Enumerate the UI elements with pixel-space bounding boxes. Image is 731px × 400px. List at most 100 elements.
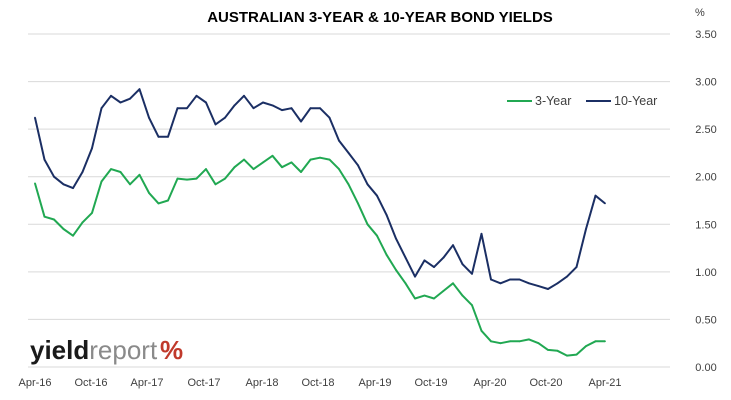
data-point-3-year	[233, 166, 236, 169]
logo-text-bold: yield	[30, 335, 89, 365]
data-point-3-year	[195, 177, 198, 180]
data-point-10-year	[43, 158, 46, 161]
data-point-10-year	[385, 213, 388, 216]
data-point-3-year	[205, 168, 207, 171]
data-point-10-year	[100, 107, 103, 110]
data-point-10-year	[214, 123, 217, 126]
data-point-10-year	[347, 152, 350, 154]
data-point-10-year	[243, 94, 245, 97]
x-tick-label: Oct-19	[414, 377, 447, 389]
data-point-10-year	[395, 237, 397, 240]
y-tick-label: 0.50	[695, 314, 716, 326]
x-axis-ticks: Apr-16 Oct-16 Apr-17 Oct-17 Apr-18 Oct-18 Apr-…	[18, 377, 621, 389]
legend-label-10-year: 10-Year	[614, 94, 657, 108]
data-point-3-year	[186, 178, 188, 181]
data-point-3-year	[442, 290, 445, 292]
data-point-3-year	[395, 269, 397, 271]
data-point-10-year	[442, 256, 445, 259]
data-point-3-year	[499, 342, 502, 345]
logo-percent-icon: %	[160, 335, 183, 365]
data-point-3-year	[585, 345, 587, 347]
data-point-3-year	[404, 282, 407, 285]
data-point-10-year	[328, 116, 331, 119]
data-point-10-year	[81, 171, 84, 173]
data-point-10-year	[309, 107, 312, 110]
legend: 3-Year 10-Year	[507, 94, 657, 108]
data-point-10-year	[461, 263, 464, 266]
data-point-3-year	[480, 329, 483, 332]
data-point-3-year	[281, 166, 283, 169]
data-point-3-year	[575, 353, 578, 356]
logo-text-light: report	[89, 335, 158, 365]
data-point-10-year	[233, 104, 236, 107]
data-point-3-year	[376, 234, 378, 237]
data-point-10-year	[119, 101, 122, 104]
data-point-10-year	[585, 228, 587, 230]
data-point-10-year	[300, 120, 302, 123]
data-point-10-year	[157, 135, 160, 138]
data-point-3-year	[224, 177, 226, 180]
data-point-10-year	[575, 266, 578, 268]
data-point-10-year	[480, 232, 483, 235]
x-tick-label: Apr-21	[588, 377, 621, 389]
data-point-10-year	[537, 285, 540, 287]
data-point-10-year	[138, 88, 141, 91]
data-point-10-year	[72, 187, 74, 190]
data-point-10-year	[518, 278, 521, 281]
data-point-3-year	[471, 304, 473, 307]
data-point-10-year	[423, 259, 426, 262]
y-tick-label: 2.50	[695, 124, 716, 136]
data-point-10-year	[62, 183, 65, 186]
logo-wordmark: yieldreport	[30, 335, 158, 365]
yieldreport-logo: yieldreport %	[30, 335, 183, 365]
chart-title: AUSTRALIAN 3-YEAR & 10-YEAR BOND YIELDS	[207, 9, 553, 26]
data-point-10-year	[290, 107, 293, 110]
data-point-3-year	[518, 340, 521, 343]
data-point-10-year	[433, 266, 435, 268]
data-point-3-year	[119, 171, 122, 173]
data-point-3-year	[290, 161, 293, 164]
y-tick-label: 3.00	[695, 77, 716, 89]
x-tick-label: Apr-17	[130, 377, 163, 389]
data-point-10-year	[195, 94, 198, 97]
y-tick-label: 1.50	[695, 219, 716, 231]
data-point-3-year	[262, 161, 264, 164]
data-point-10-year	[224, 116, 226, 119]
data-point-10-year	[509, 278, 511, 281]
series-lines	[34, 88, 606, 357]
data-point-3-year	[452, 282, 454, 285]
data-point-10-year	[566, 275, 568, 278]
data-point-10-year	[452, 244, 454, 247]
data-point-3-year	[547, 349, 549, 351]
x-tick-label: Apr-16	[18, 377, 51, 389]
data-point-3-year	[148, 192, 150, 194]
data-point-3-year	[490, 340, 492, 343]
data-point-10-year	[176, 107, 179, 110]
y-axis-ticks: 0.00 0.50 1.00 1.50 2.00 2.50 3.00 3.50	[695, 29, 716, 374]
data-point-3-year	[357, 202, 359, 205]
data-point-10-year	[319, 107, 321, 110]
data-point-10-year	[262, 101, 264, 104]
legend-label-3-year: 3-Year	[535, 94, 571, 108]
data-point-10-year	[167, 135, 169, 138]
data-point-3-year	[53, 218, 55, 221]
data-point-10-year	[53, 175, 55, 178]
data-point-3-year	[81, 221, 84, 224]
data-point-10-year	[404, 256, 407, 259]
data-point-3-year	[110, 168, 112, 171]
y-tick-label: 1.00	[695, 267, 716, 279]
data-point-3-year	[414, 297, 416, 300]
data-point-10-year	[471, 272, 473, 275]
data-point-3-year	[528, 338, 530, 341]
gridlines	[28, 33, 670, 368]
y-tick-label: 2.00	[695, 172, 716, 184]
x-tick-label: Apr-20	[473, 377, 506, 389]
data-point-10-year	[528, 282, 530, 285]
data-point-3-year	[433, 297, 435, 300]
data-point-3-year	[138, 173, 141, 176]
data-point-3-year	[252, 168, 255, 171]
data-point-10-year	[366, 183, 369, 186]
data-point-3-year	[214, 183, 217, 186]
data-point-3-year	[556, 349, 559, 352]
data-point-3-year	[594, 340, 597, 343]
